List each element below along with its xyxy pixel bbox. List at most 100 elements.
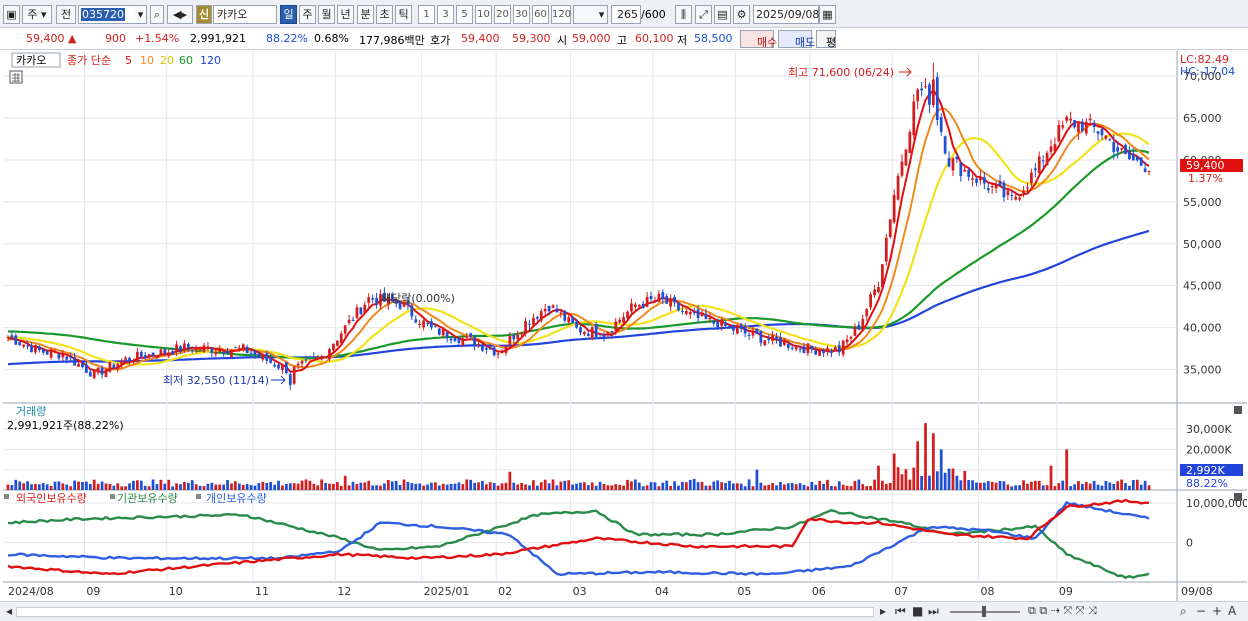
volume-bar: [194, 484, 198, 490]
volume-bar: [539, 482, 543, 490]
preset-5-button[interactable]: 5: [456, 5, 473, 24]
volume-bar: [924, 423, 927, 490]
timeframe-month-button[interactable]: 월: [318, 5, 335, 24]
candle-body: [426, 323, 429, 325]
preset-60-button[interactable]: 60: [532, 5, 549, 24]
candle-body: [998, 181, 1002, 186]
table-toggle-icon[interactable]: [9, 70, 23, 84]
x-tick-label: 02: [498, 585, 512, 598]
candle-body: [798, 348, 802, 350]
speaker-icon[interactable]: ◀▸: [167, 5, 193, 24]
x-tick-label: 09: [86, 585, 100, 598]
period-mode-select[interactable]: 주 ▾: [22, 5, 52, 24]
timeframe-second-button[interactable]: 초: [376, 5, 393, 24]
volume-bar: [241, 484, 245, 490]
candle-body: [383, 292, 386, 302]
candle-type-icon[interactable]: ⫼: [675, 5, 692, 24]
volume-panel-close-icon[interactable]: [1234, 406, 1242, 414]
candle-body: [402, 303, 406, 307]
volume-bar: [684, 482, 688, 490]
forward-icon[interactable]: ⏭: [928, 604, 939, 618]
zoom-search-icon[interactable]: ⌕: [1180, 604, 1187, 618]
volume-bar: [484, 484, 488, 490]
timeframe-day-button[interactable]: 일: [280, 5, 297, 24]
auto-scale-icon[interactable]: A: [1228, 604, 1237, 618]
preset-30-button[interactable]: 30: [513, 5, 530, 24]
stock-name-field[interactable]: 카카오: [213, 5, 277, 24]
layout-icon[interactable]: ▣: [3, 5, 20, 24]
preset-20-button[interactable]: 20: [494, 5, 511, 24]
candle-body: [469, 333, 473, 338]
zoom-in-icon[interactable]: +: [1212, 604, 1223, 618]
volume-bar: [594, 485, 598, 490]
code-dropdown-icon[interactable]: ▾: [135, 5, 147, 24]
save-icon[interactable]: ▤: [714, 5, 731, 24]
candle-body: [379, 294, 382, 306]
tf-tick-label: 틱: [398, 8, 409, 21]
candle-body: [535, 317, 539, 319]
candle-body: [49, 349, 53, 358]
draw-tool-icon[interactable]: ⤢: [695, 5, 712, 24]
eval-button[interactable]: 평: [816, 30, 836, 49]
candle-body: [116, 364, 120, 369]
price-tick-label: 35,000: [1183, 363, 1222, 376]
volume-bar: [92, 479, 96, 490]
preset-1-button[interactable]: 1: [418, 5, 435, 24]
stock-code-input[interactable]: 035720: [78, 5, 146, 24]
stop-icon[interactable]: ■: [912, 604, 924, 618]
chart-svg[interactable]: 70,00065,00060,00055,00050,00045,00040,0…: [3, 51, 1248, 601]
date-input[interactable]: 2025/09/08: [753, 5, 819, 24]
volume-bar: [786, 483, 790, 490]
gear-icon[interactable]: ⚙: [733, 5, 750, 24]
candle-body: [586, 333, 590, 336]
open-price: 59,000: [572, 32, 611, 45]
search-icon[interactable]: ⌕: [150, 5, 164, 24]
candle-body: [88, 371, 92, 377]
candle-body: [120, 360, 124, 365]
volume-bar: [202, 486, 206, 490]
horizontal-scrollbar[interactable]: [16, 607, 874, 617]
chart-tools-icon[interactable]: ⧉ ⧉ ⇢ ⤧ ⤧ ⤨: [1028, 604, 1097, 617]
ma120-legend: 120: [200, 54, 221, 67]
timeframe-minute-button[interactable]: 분: [357, 5, 374, 24]
play-icon[interactable]: ▸: [880, 604, 887, 618]
volume-bar: [528, 485, 531, 490]
flow-panel-close-icon[interactable]: [1234, 493, 1242, 501]
candle-body: [732, 324, 735, 331]
preset-dropdown-icon[interactable]: ▾: [596, 5, 608, 24]
bottom-bar: ◂ ▸ ⏮ ■ ⏭ ⧉ ⧉ ⇢ ⤧ ⤧ ⤨ ⌕ − + A: [0, 601, 1248, 621]
candle-body: [481, 346, 484, 351]
preset-10-button[interactable]: 10: [475, 5, 492, 24]
zoom-out-icon[interactable]: −: [1196, 604, 1207, 618]
timeframe-tick-button[interactable]: 틱: [395, 5, 412, 24]
volume-bar: [300, 480, 304, 490]
candle-body: [257, 353, 261, 358]
volume-bar: [1100, 485, 1104, 490]
rewind-icon[interactable]: ⏮: [895, 604, 906, 618]
candle-body: [555, 308, 559, 313]
sell-button[interactable]: 매도: [778, 30, 815, 49]
bar-count-input[interactable]: 265: [611, 5, 641, 24]
buy-button[interactable]: 매수: [740, 30, 777, 49]
candle-body: [559, 312, 563, 314]
volume-bar: [218, 484, 222, 490]
volume-bar: [461, 484, 465, 490]
volume-bar: [633, 479, 637, 490]
volume-bar: [265, 482, 269, 490]
scroll-left-icon[interactable]: ◂: [6, 604, 13, 618]
candle-body: [1030, 172, 1033, 184]
timeframe-week-button[interactable]: 주: [299, 5, 316, 24]
timeframe-year-button[interactable]: 년: [337, 5, 354, 24]
x-tick-label: 05: [737, 585, 751, 598]
volume-bar: [477, 482, 480, 490]
prev-button[interactable]: 전: [56, 5, 76, 24]
preset-120-button[interactable]: 120: [551, 5, 571, 24]
zoom-slider-handle[interactable]: [982, 606, 986, 617]
candle-body: [943, 136, 947, 154]
volume-bar: [437, 485, 441, 490]
table-grid-icon: [12, 73, 20, 82]
volume-bar: [1135, 479, 1139, 490]
preset-3-button[interactable]: 3: [437, 5, 454, 24]
candle-body: [1041, 160, 1045, 162]
calendar-icon[interactable]: ▦: [819, 5, 836, 24]
